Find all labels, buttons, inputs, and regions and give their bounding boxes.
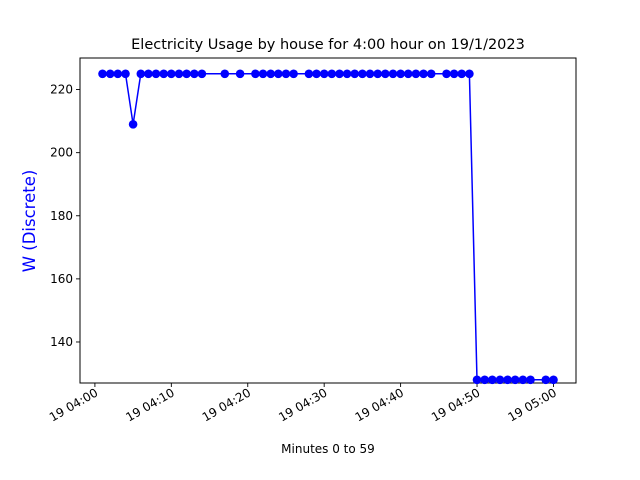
y-tick-label: 160 xyxy=(50,272,73,286)
data-point xyxy=(335,69,344,79)
data-point xyxy=(220,69,230,79)
data-point xyxy=(358,69,367,79)
y-tick-label: 200 xyxy=(50,146,73,160)
x-tick-label: 19 05:00 xyxy=(505,385,558,424)
data-point xyxy=(480,375,490,385)
data-point xyxy=(113,69,123,79)
data-point xyxy=(190,69,199,79)
data-point xyxy=(541,375,551,385)
y-axis-label: W (Discrete) xyxy=(20,170,39,273)
data-point xyxy=(151,69,161,79)
data-point xyxy=(281,69,291,79)
plot-frame xyxy=(79,57,577,384)
data-point xyxy=(549,375,558,385)
data-point xyxy=(167,69,176,79)
data-point xyxy=(365,69,375,79)
data-point xyxy=(235,69,245,79)
data-point xyxy=(388,69,398,79)
data-point xyxy=(419,69,428,79)
data-point xyxy=(396,69,405,79)
data-point xyxy=(510,375,520,385)
plot-area-border xyxy=(79,57,577,384)
x-tick-label: 19 04:30 xyxy=(276,385,329,424)
data-point xyxy=(266,69,276,79)
x-tick-label: 19 04:00 xyxy=(47,385,100,424)
data-point xyxy=(350,69,360,79)
data-point xyxy=(381,69,390,79)
data-point xyxy=(495,375,505,385)
x-tick-label: 19 04:40 xyxy=(353,385,406,424)
data-point xyxy=(472,375,482,385)
data-point xyxy=(327,69,337,79)
data-point xyxy=(258,69,268,79)
y-tick-label: 140 xyxy=(50,335,73,349)
data-point xyxy=(159,69,168,79)
data-point xyxy=(121,69,130,79)
x-axis-label: Minutes 0 to 59 xyxy=(281,442,375,456)
data-point xyxy=(197,69,207,79)
data-point xyxy=(518,375,528,385)
data-point xyxy=(105,69,115,79)
data-point xyxy=(457,69,467,79)
data-point xyxy=(128,120,138,129)
data-point xyxy=(411,69,421,79)
data-point xyxy=(144,69,153,79)
series-line xyxy=(102,73,554,381)
data-point xyxy=(174,69,184,79)
data-point xyxy=(136,69,146,79)
data-point xyxy=(312,69,321,79)
data-point xyxy=(98,69,107,79)
data-point xyxy=(251,69,260,79)
x-tick-label: 19 04:10 xyxy=(123,385,176,424)
data-point xyxy=(304,69,314,79)
y-tick-label: 180 xyxy=(50,209,73,223)
data-point xyxy=(526,375,535,385)
chart-title: Electricity Usage by house for 4:00 hour… xyxy=(131,37,525,53)
data-point xyxy=(403,69,413,79)
data-point xyxy=(342,69,352,79)
data-point xyxy=(442,69,451,79)
y-tick-label: 220 xyxy=(50,83,73,97)
data-point xyxy=(274,69,283,79)
x-tick-label: 19 04:20 xyxy=(200,385,253,424)
y-axis-ticks: 140 160 180 200 220 xyxy=(50,83,80,349)
x-axis-ticks: 19 04:00 19 04:10 19 04:20 19 04:30 19 04:40… xyxy=(47,383,559,424)
data-point xyxy=(465,69,474,79)
data-point xyxy=(503,375,512,385)
data-point xyxy=(373,69,383,79)
data-point xyxy=(488,375,497,385)
data-point xyxy=(319,69,329,79)
x-tick-label: 19 04:50 xyxy=(429,385,482,424)
data-point xyxy=(289,69,298,79)
data-point xyxy=(449,69,459,79)
series-layer xyxy=(98,69,558,385)
data-point xyxy=(426,69,436,79)
data-point xyxy=(182,69,191,79)
